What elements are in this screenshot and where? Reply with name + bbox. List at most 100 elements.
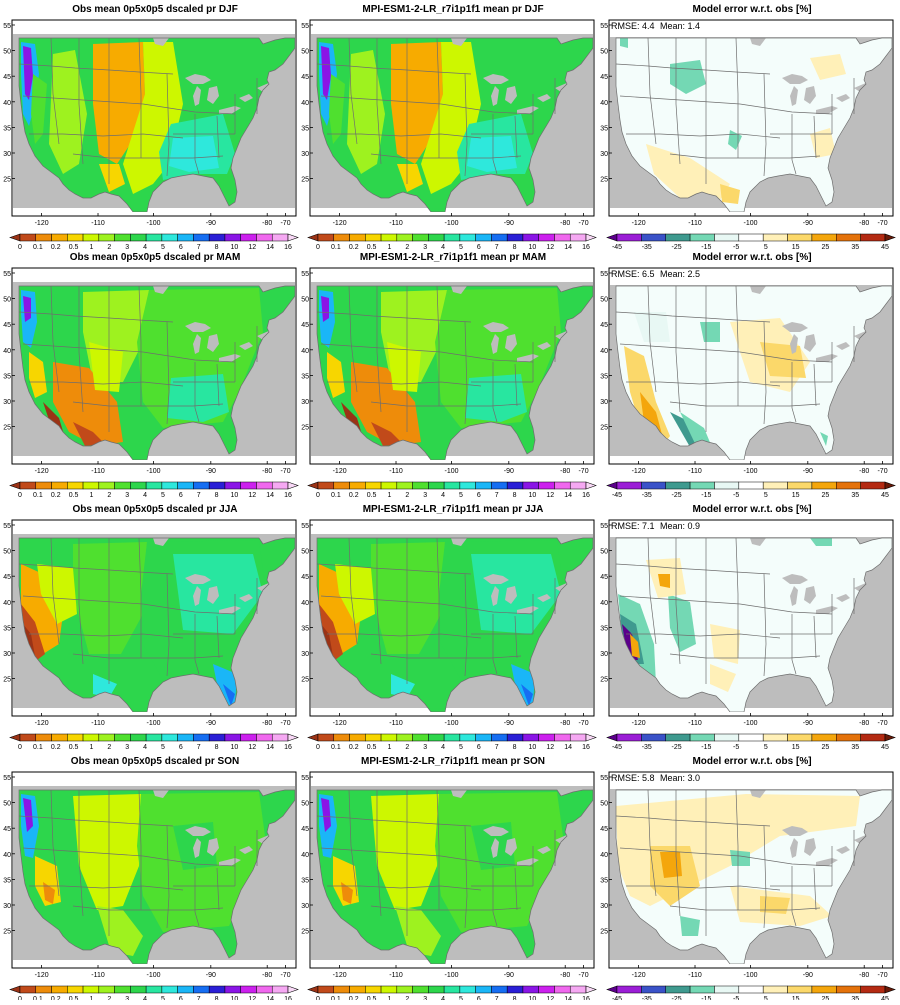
lon-tick-label: -110	[688, 220, 702, 227]
map-area	[311, 282, 593, 460]
lon-tick-label: -120	[35, 468, 49, 475]
colorbar-label: 10	[231, 744, 239, 751]
colorbar-segment	[224, 733, 241, 742]
colorbar-segment	[19, 481, 37, 490]
panel-title: Model error w.r.t. obs [%]	[692, 4, 811, 15]
lat-tick-label: 25	[600, 929, 608, 936]
lon-tick-label: -120	[333, 468, 347, 475]
colorbar-label: 14	[564, 244, 572, 251]
map-area	[13, 34, 295, 212]
colorbar-segment	[491, 481, 508, 490]
colorbar-label: 14	[266, 244, 274, 251]
lat-tick-label: 50	[600, 801, 608, 808]
colorbar-segment	[569, 233, 587, 242]
colorbar-label: -35	[642, 492, 652, 499]
colorbar-segment	[271, 233, 289, 242]
colorbar-segment	[240, 985, 257, 994]
colorbar-segment	[412, 233, 429, 242]
colorbar-segment	[145, 733, 163, 742]
lat-tick-label: 45	[600, 826, 608, 833]
colorbar-segment	[762, 985, 788, 994]
colorbar: 0 0.1 0.2 0.5 1 2 3 4 5 6 7 8 10 12 14 16	[307, 985, 597, 1003]
lon-tick-label: -100	[744, 720, 758, 727]
colorbar-label: -25	[671, 492, 681, 499]
lat-tick-label: 40	[301, 100, 309, 107]
colorbar-arrow-low	[9, 481, 21, 490]
colorbar-segment	[161, 985, 178, 994]
colorbar: -45 -35 -25 -15 -5 5 15 25 35 45	[606, 733, 896, 751]
lon-tick-label: -120	[333, 720, 347, 727]
mean-value: Mean: 1.4	[660, 21, 700, 31]
lon-tick-label: -100	[445, 468, 459, 475]
lon-tick-label: -70	[578, 468, 588, 475]
colorbar: -45 -35 -25 -15 -5 5 15 25 35 45	[606, 481, 896, 499]
colorbar-segment	[412, 985, 429, 994]
colorbar-label: -5	[733, 244, 739, 251]
lat-tick-label: 25	[3, 929, 11, 936]
colorbar-segment	[714, 985, 740, 994]
colorbar-label: 2	[107, 492, 111, 499]
colorbar-arrow-high	[585, 481, 597, 490]
colorbar-segment	[836, 233, 861, 242]
colorbar-segment	[67, 733, 84, 742]
panel-model-djf: MPI-ESM1-2-LR_r7i1p1f1 mean pr DJF555045…	[301, 4, 597, 251]
lon-tick-label: -120	[632, 220, 646, 227]
lat-tick-label: 55	[301, 271, 309, 278]
colorbar-label: 8	[215, 492, 219, 499]
lon-tick-label: -70	[280, 720, 290, 727]
lon-tick-label: -90	[504, 468, 514, 475]
colorbar-arrow-low	[307, 733, 319, 742]
colorbar-segment	[738, 233, 764, 242]
panel-model-son: MPI-ESM1-2-LR_r7i1p1f1 mean pr SON555045…	[301, 756, 597, 1003]
colorbar-segment	[475, 985, 492, 994]
colorbar-segment	[365, 985, 382, 994]
lat-tick-label: 30	[3, 151, 11, 158]
colorbar-segment	[641, 733, 666, 742]
colorbar-label: 16	[582, 996, 590, 1000]
colorbar-segment	[459, 733, 476, 742]
lat-tick-label: 45	[301, 322, 309, 329]
colorbar-segment	[538, 233, 555, 242]
colorbar-segment	[380, 481, 398, 490]
colorbar-label: -25	[671, 244, 681, 251]
colorbar-segment	[317, 233, 335, 242]
colorbar-segment	[193, 733, 210, 742]
colorbar-label: 5	[161, 244, 165, 251]
colorbar-segment	[538, 985, 555, 994]
lat-tick-label: 50	[301, 801, 309, 808]
colorbar-segment	[349, 733, 366, 742]
colorbar-label: 16	[284, 492, 292, 499]
colorbar-segment	[145, 481, 163, 490]
colorbar-label: 8	[513, 492, 517, 499]
lat-tick-label: 35	[600, 625, 608, 632]
colorbar-segment	[665, 481, 691, 490]
lat-tick-label: 35	[600, 877, 608, 884]
panel-error-jja: Model error w.r.t. obs [%] 55 50 45 40 35 30 25…	[600, 504, 896, 751]
colorbar: 0 0.1 0.2 0.5 1 2 3 4 5 6 7 8 10 12 14 16	[9, 481, 299, 499]
colorbar-label: 0.2	[349, 744, 359, 751]
lon-tick-label: -90	[803, 220, 813, 227]
colorbar-segment	[271, 481, 289, 490]
colorbar-segment	[506, 481, 524, 490]
lat-tick-label: 50	[3, 297, 11, 304]
colorbar-label: 6	[179, 244, 183, 251]
colorbar-segment	[554, 985, 571, 994]
lat-tick-label: 50	[301, 297, 309, 304]
colorbar: 0 0.1 0.2 0.5 1 2 3 4 5 6 7 8 10 12 14 16	[307, 733, 597, 751]
lat-tick-label: 55	[600, 271, 608, 278]
colorbar-label: 3	[125, 996, 129, 1000]
colorbar-label: 6	[179, 492, 183, 499]
colorbar-segment	[67, 233, 84, 242]
colorbar-arrow-low	[307, 233, 319, 242]
colorbar-label: 7	[495, 744, 499, 751]
colorbar-label: 0	[316, 244, 320, 251]
lon-tick-label: -80	[859, 468, 869, 475]
colorbar-label: 8	[513, 744, 517, 751]
colorbar-segment	[161, 733, 178, 742]
colorbar-segment	[522, 233, 539, 242]
lon-tick-label: -80	[560, 468, 570, 475]
lat-tick-label: 55	[301, 775, 309, 782]
colorbar-segment	[459, 481, 476, 490]
colorbar-segment	[738, 985, 764, 994]
colorbar-segment	[380, 985, 398, 994]
